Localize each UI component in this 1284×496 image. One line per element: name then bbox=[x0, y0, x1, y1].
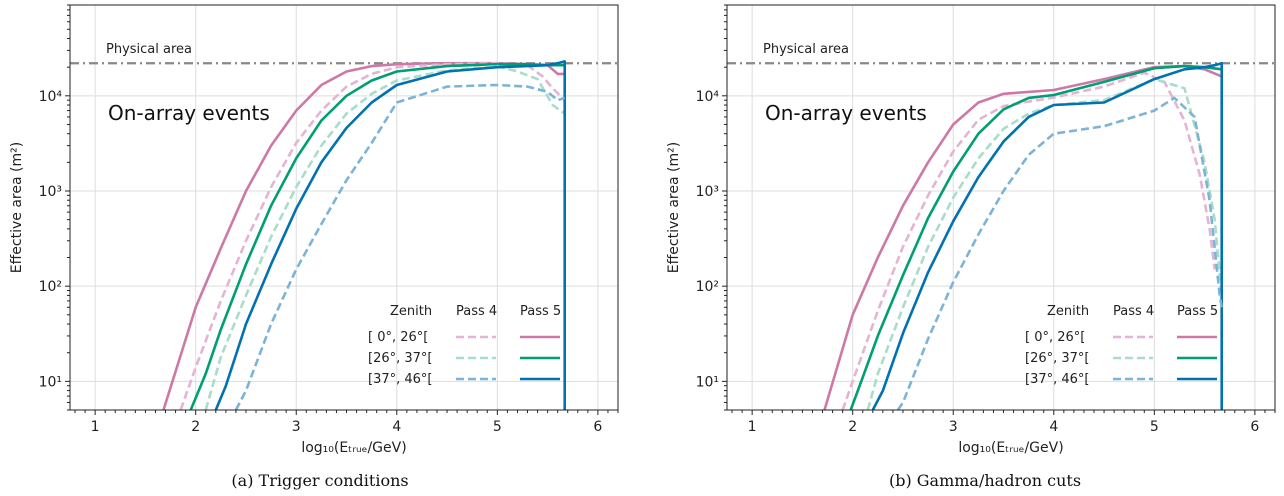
y-tick-label: 10² bbox=[696, 279, 719, 295]
axes-frame bbox=[69, 4, 619, 411]
on-array-events-label: On-array events bbox=[108, 101, 270, 125]
legend-row-label: [37°, 46°[ bbox=[368, 372, 433, 387]
series-line-pass4-3 bbox=[204, 64, 566, 410]
y-axis-label: Effective area (m²) bbox=[9, 142, 25, 273]
x-tick-label: 4 bbox=[1049, 419, 1058, 435]
legend-header-pass5: Pass 5 bbox=[520, 304, 561, 319]
legend-row-label: [ 0°, 26°[ bbox=[368, 330, 428, 345]
x-tick-label: 4 bbox=[392, 419, 401, 435]
caption: (a) Trigger conditions bbox=[231, 471, 408, 490]
series-line-pass4-1 bbox=[179, 61, 566, 410]
y-axis-label: Effective area (m²) bbox=[666, 142, 682, 273]
x-tick-label: 3 bbox=[292, 419, 301, 435]
x-axis-label: log₁₀(Eₜᵣᵤₑ/GeV) bbox=[301, 440, 406, 456]
series-line-pass5-4 bbox=[214, 60, 567, 410]
series-line-pass4-1 bbox=[841, 71, 1216, 410]
series-line-pass5-4 bbox=[871, 61, 1223, 410]
legend-row-label: [26°, 37°[ bbox=[1025, 351, 1090, 366]
legend: Zenith Pass 4 Pass 5 [ 0°, 26°[ [26°, 37°[ [3… bbox=[368, 304, 561, 387]
x-tick-label: 3 bbox=[949, 419, 958, 435]
x-axis-label: log₁₀(Eₜᵣᵤₑ/GeV) bbox=[958, 440, 1063, 456]
legend-header-pass4: Pass 4 bbox=[456, 304, 497, 319]
series-line-pass5-2 bbox=[189, 62, 565, 410]
y-tick-label: 10⁴ bbox=[39, 89, 63, 105]
legend: Zenith Pass 4 Pass 5 [ 0°, 26°[ [26°, 37°[ [3… bbox=[1025, 304, 1218, 387]
y-tick-label: 10³ bbox=[39, 184, 62, 200]
on-array-events-label: On-array events bbox=[765, 101, 927, 125]
x-tick-label: 2 bbox=[191, 419, 200, 435]
x-tick-label: 2 bbox=[848, 419, 857, 435]
x-tick-label: 5 bbox=[1150, 419, 1159, 435]
chart-panel-b: 1 2 3 4 5 6 10¹ 10² 10³ 10⁴ log₁₀(Eₜᵣᵤₑ/GeV) Effect… bbox=[666, 4, 1276, 490]
legend-header-zenith: Zenith bbox=[1047, 304, 1089, 319]
axes-frame bbox=[726, 4, 1276, 411]
series-line-pass4-5 bbox=[234, 83, 566, 410]
y-tick-label: 10³ bbox=[696, 184, 719, 200]
x-tick-label: 6 bbox=[593, 419, 602, 435]
caption: (b) Gamma/hadron cuts bbox=[889, 471, 1081, 490]
y-tick-label: 10⁴ bbox=[696, 89, 720, 105]
x-tick-label: 1 bbox=[748, 419, 757, 435]
series-line-pass5-2 bbox=[849, 64, 1222, 410]
chart-panel-a: 1 2 3 4 5 6 10¹ 10² 10³ 10⁴ log₁₀(Eₜᵣᵤₑ/GeV) Effect… bbox=[9, 4, 619, 490]
y-tick-label: 10¹ bbox=[696, 374, 719, 390]
series-line-pass4-5 bbox=[896, 96, 1223, 410]
y-tick-label: 10¹ bbox=[39, 374, 62, 390]
legend-row-label: [26°, 37°[ bbox=[368, 351, 433, 366]
legend-row-label: [ 0°, 26°[ bbox=[1025, 330, 1085, 345]
y-tick-label: 10² bbox=[39, 279, 62, 295]
x-tick-label: 6 bbox=[1250, 419, 1259, 435]
legend-header-pass4: Pass 4 bbox=[1113, 304, 1154, 319]
physical-area-label: Physical area bbox=[106, 42, 192, 57]
legend-row-label: [37°, 46°[ bbox=[1025, 372, 1090, 387]
x-tick-label: 5 bbox=[493, 419, 502, 435]
physical-area-label: Physical area bbox=[763, 42, 849, 57]
x-tick-label: 1 bbox=[91, 419, 100, 435]
legend-header-pass5: Pass 5 bbox=[1177, 304, 1218, 319]
legend-header-zenith: Zenith bbox=[390, 304, 432, 319]
